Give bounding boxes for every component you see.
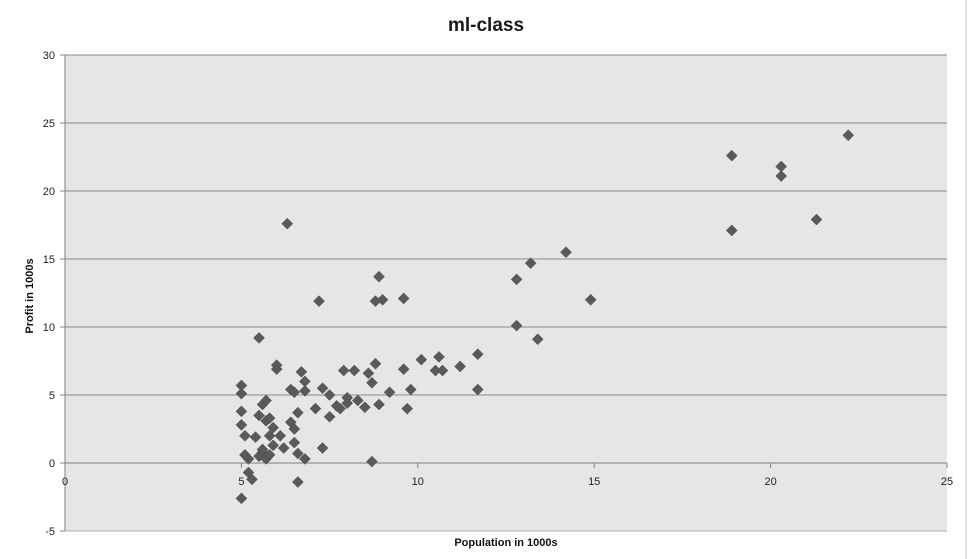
x-tick-labels: 0 5 10 15 20 25 (62, 476, 953, 488)
y-tick-label: 20 (43, 186, 55, 198)
data-point (235, 387, 248, 400)
x-tick-label: 5 (238, 476, 244, 488)
data-point (277, 442, 290, 454)
x-tick-label: 0 (62, 476, 68, 488)
data-point (239, 429, 251, 442)
data-point (373, 270, 385, 283)
data-point (291, 406, 304, 419)
data-point (510, 273, 523, 286)
data-point (313, 295, 325, 308)
data-point (362, 367, 375, 380)
data-point (288, 423, 301, 435)
y-tick-label: 15 (43, 254, 55, 266)
y-tick-label: 25 (43, 118, 55, 130)
data-point (242, 453, 255, 465)
data-point (263, 448, 276, 461)
data-point (351, 394, 364, 407)
data-point (842, 129, 855, 142)
data-point (274, 429, 287, 442)
data-point (510, 319, 523, 332)
y-axis-label: Profit in 1000s (24, 258, 36, 333)
data-point (288, 386, 301, 399)
x-tick-label: 25 (941, 476, 953, 488)
data-point (454, 360, 466, 373)
data-point (291, 476, 304, 488)
y-tick-labels: -5 0 5 10 15 20 25 30 (43, 50, 55, 538)
data-point (436, 364, 449, 377)
data-point (359, 401, 371, 414)
data-point (235, 405, 248, 418)
data-point (397, 292, 410, 305)
x-axis-label: Population in 1000s (454, 537, 557, 549)
data-point (281, 217, 294, 230)
data-point (316, 382, 329, 395)
data-point (235, 492, 248, 505)
data-point (584, 293, 597, 306)
data-point (524, 257, 537, 269)
data-point (323, 389, 336, 401)
data-point (337, 364, 350, 377)
x-tick-label: 15 (588, 476, 600, 488)
data-point (471, 348, 484, 361)
data-point (810, 213, 823, 226)
data-point (369, 357, 382, 370)
data-point (288, 436, 301, 449)
data-point (253, 409, 265, 422)
data-point (366, 376, 378, 389)
data-point (376, 293, 389, 306)
data-point (253, 332, 265, 344)
data-point (316, 442, 329, 454)
data-point (263, 412, 276, 424)
data-point (291, 447, 304, 460)
data-point (260, 394, 272, 407)
data-point (560, 246, 572, 259)
data-point (373, 398, 385, 411)
data-point (401, 402, 414, 415)
data-point (299, 385, 311, 397)
axes (60, 54, 948, 532)
y-tick-label: 10 (43, 322, 55, 334)
y-tick-label: 5 (49, 390, 55, 402)
data-point (263, 429, 276, 442)
data-point (323, 410, 336, 423)
data-point (775, 170, 788, 182)
data-point (334, 402, 347, 415)
data-point (249, 431, 262, 444)
data-point (415, 353, 428, 366)
data-point (366, 455, 378, 468)
data-point (341, 391, 354, 404)
data-point (267, 421, 280, 434)
data-point (267, 439, 280, 452)
data-point (725, 224, 738, 237)
data-point (235, 419, 248, 431)
data-point (531, 333, 544, 346)
data-point (397, 363, 410, 376)
data-point (299, 453, 311, 465)
x-tick-label: 20 (764, 476, 776, 488)
data-point (295, 366, 308, 378)
data-point (348, 364, 361, 377)
y-tick-label: -5 (45, 526, 55, 538)
data-points (235, 129, 855, 505)
y-tick-label: 0 (49, 458, 55, 470)
y-tick-label: 30 (43, 50, 55, 62)
data-point (270, 359, 283, 371)
data-point (404, 383, 417, 396)
data-point (383, 386, 396, 399)
x-tick-label: 10 (412, 476, 424, 488)
data-point (725, 149, 738, 162)
plot-area (65, 55, 947, 531)
data-point (471, 383, 484, 396)
data-point (309, 402, 322, 415)
data-point (246, 473, 258, 486)
data-point (433, 351, 445, 363)
chart-title: ml-class (448, 15, 524, 36)
data-point (256, 443, 269, 456)
